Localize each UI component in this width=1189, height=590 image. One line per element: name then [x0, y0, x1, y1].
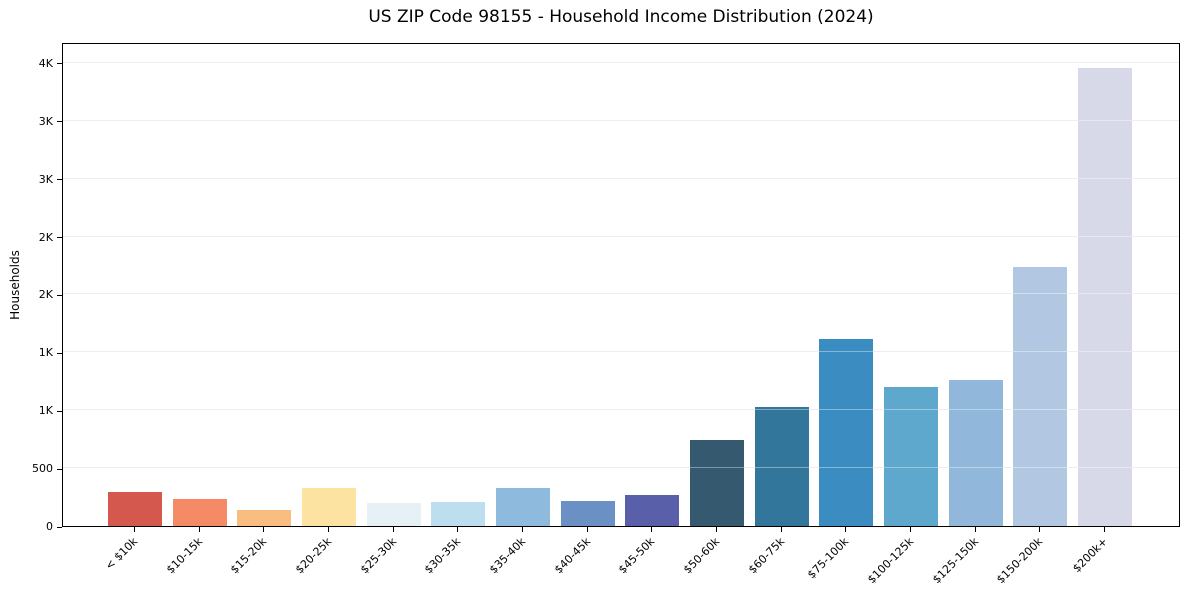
x-tick-mark	[780, 527, 782, 532]
y-tick-mark	[57, 526, 62, 528]
x-tick-mark	[651, 527, 653, 532]
x-tick-mark	[1039, 527, 1041, 532]
bar-$100-125k	[884, 387, 939, 526]
chart-title: US ZIP Code 98155 - Household Income Dis…	[368, 7, 874, 27]
bar-$50-60k	[690, 439, 745, 526]
bar-$45-50k	[625, 494, 680, 526]
x-tick-mark	[716, 527, 718, 532]
y-tick-mark	[57, 294, 62, 296]
x-tick-mark	[522, 527, 524, 532]
bar-$20-25k	[302, 488, 356, 526]
gridline-overlay	[63, 467, 1179, 469]
bar-$150-200k	[1013, 267, 1068, 526]
gridline	[63, 467, 1179, 469]
y-tick-label: 500	[32, 462, 53, 476]
y-tick-mark	[57, 468, 62, 470]
gridline-overlay	[63, 293, 1179, 295]
y-tick-label: 2K	[38, 288, 53, 302]
y-tick-label: 1K	[38, 404, 53, 418]
bar-$60-75k	[754, 406, 809, 526]
x-tick-mark	[586, 527, 588, 532]
bar-$30-35k	[431, 501, 486, 526]
x-tick-mark	[910, 527, 912, 532]
bar-$40-45k	[560, 500, 615, 526]
gridlines	[63, 44, 1179, 526]
bars-layer	[63, 44, 1179, 526]
gridline	[63, 351, 1179, 353]
gridline-overlay	[63, 61, 1179, 63]
y-tick-label: 3K	[38, 172, 53, 186]
x-tick-mark	[392, 527, 394, 532]
gridline-overlay	[63, 235, 1179, 237]
y-tick-label: 4K	[38, 56, 53, 70]
x-tick-mark	[845, 527, 847, 532]
y-tick-mark	[57, 410, 62, 412]
y-tick-label: 3K	[38, 114, 53, 128]
plot-area	[62, 43, 1180, 527]
y-tick-mark	[57, 63, 62, 65]
gridline-overlay	[63, 351, 1179, 353]
y-tick-label: 1K	[38, 346, 53, 360]
bar-$25-30k	[366, 503, 421, 526]
x-tick-mark	[457, 527, 459, 532]
y-tick-mark	[57, 179, 62, 181]
gridline-overlay	[63, 409, 1179, 411]
bar-< $10k	[108, 492, 162, 526]
gridline	[63, 409, 1179, 411]
x-tick-mark	[263, 527, 265, 532]
gridline	[63, 177, 1179, 179]
x-tick-label: < $10k	[102, 535, 141, 573]
y-tick-mark	[57, 237, 62, 239]
y-axis-label: Households	[8, 250, 22, 320]
x-tick-mark	[974, 527, 976, 532]
gridline	[63, 293, 1179, 295]
y-tick-label: 0	[46, 520, 53, 533]
gridline	[63, 119, 1179, 121]
x-tick-mark	[134, 527, 135, 532]
bar-$10-15k	[172, 499, 227, 526]
x-tick-mark	[328, 527, 329, 532]
bar-$75-100k	[819, 339, 874, 526]
y-tick-mark	[57, 352, 62, 354]
gridline-overlay	[63, 177, 1179, 179]
bar-$15-20k	[237, 509, 292, 526]
y-tick-label: 2K	[38, 230, 53, 244]
gridline	[63, 61, 1179, 63]
y-tick-mark	[57, 121, 62, 123]
gridline-overlay	[63, 119, 1179, 121]
x-tick-mark	[1104, 527, 1106, 532]
bar-$125-150k	[948, 380, 1003, 526]
bar-$200k+	[1078, 67, 1133, 526]
gridlines-overlay	[63, 44, 1179, 526]
bar-$35-40k	[496, 487, 551, 526]
gridline	[63, 235, 1179, 237]
x-tick-mark	[198, 527, 200, 532]
